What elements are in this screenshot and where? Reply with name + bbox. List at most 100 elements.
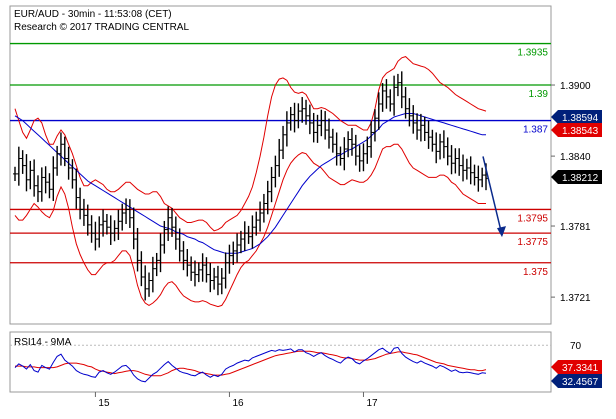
ohlc-bar (418, 113, 423, 142)
ohlc-bar (32, 159, 37, 197)
ohlc-bar (223, 252, 228, 289)
ohlc-bar (200, 253, 205, 282)
ohlc-bar (173, 216, 178, 250)
price-tag-label: 1.38212 (562, 173, 599, 184)
ohlc-bar (380, 83, 385, 112)
rsi-value-tag: 37.3341 (551, 360, 602, 374)
price-tag-box (551, 123, 602, 137)
rsi-axis-label: 70 (570, 341, 582, 352)
ohlc-bar (292, 102, 297, 133)
ohlc-bar (304, 99, 309, 125)
ohlc-bar (434, 132, 439, 164)
forecast-arrow (482, 156, 506, 238)
price-axis: 1.3900 1.3840 1.3781 1.3721 (551, 81, 591, 304)
ohlc-bar (349, 128, 354, 156)
ohlc-bar (346, 131, 351, 158)
ohlc-bar (192, 260, 197, 287)
level-label-3: 1.3795 (517, 213, 548, 224)
ohlc-bar (74, 168, 79, 209)
ohlc-bar (353, 134, 358, 166)
ohlc-bar (81, 198, 86, 226)
level-label-1: 1.39 (529, 89, 549, 100)
ohlc-bar (89, 215, 94, 243)
ohlc-bar (162, 220, 167, 254)
chart-title: EUR/AUD - 30min - 11:53:08 (CET) (14, 9, 172, 20)
time-axis-label: 16 (232, 398, 244, 409)
ohlc-bar (376, 92, 381, 130)
ohlc-bar (204, 257, 209, 283)
ohlc-bar (97, 216, 102, 248)
ohlc-bar (242, 221, 247, 251)
price-tag: 1.38594 (551, 110, 602, 124)
ohlc-bar (258, 201, 263, 232)
ohlc-bar (238, 230, 243, 254)
ohlc-bar (311, 112, 316, 143)
ohlc-bar (357, 145, 362, 172)
ohlc-bar (399, 71, 404, 109)
rsi-panel: 70 37.3341 32.4567 (10, 341, 602, 388)
ohlc-bar (13, 166, 17, 181)
ohlc-bar (66, 146, 71, 180)
ohlc-bar (131, 207, 136, 250)
price-tag-label: 1.38543 (562, 126, 599, 137)
ohlc-bar (208, 262, 213, 293)
ohlc-bar (43, 166, 48, 194)
ohlc-bar (112, 220, 117, 242)
bollinger-bands (14, 56, 487, 308)
ohlc-bar (24, 154, 29, 192)
ohlc-bar (196, 262, 201, 283)
ohlc-bar (457, 148, 462, 176)
ohlc-bar (395, 73, 400, 97)
rsi-ma-line (15, 350, 487, 377)
rsi-value-tag-box (551, 360, 602, 374)
ohlc-bar (139, 251, 144, 287)
ohlc-bar (219, 268, 224, 295)
level-label-4: 1.3775 (517, 237, 548, 248)
ohlc-bar (35, 175, 40, 203)
ohlc-bar (338, 146, 343, 166)
ohlc-bar (411, 105, 416, 134)
ohlc-bar (476, 165, 481, 192)
rsi-line (14, 346, 487, 383)
ohlc-bar (85, 204, 90, 236)
price-axis-label: 1.3781 (560, 222, 591, 233)
rsi-value-tag-label: 37.3341 (562, 363, 599, 374)
ohlc-bar (150, 256, 155, 293)
ohlc-bar (261, 193, 266, 223)
ohlc-bar (20, 150, 25, 174)
ohlc-bar (215, 265, 220, 296)
ohlc-bar (468, 156, 473, 185)
ohlc-bar (388, 89, 393, 112)
price-tag-label: 1.38594 (562, 113, 599, 124)
ohlc-bar (461, 154, 466, 182)
forecast-arrow-shaft (482, 156, 503, 236)
ohlc-bar (284, 111, 289, 147)
price-tag: 1.38543 (551, 123, 602, 137)
ohlc-bar (108, 215, 113, 245)
rsi-value-tag-box (551, 374, 602, 388)
ohlc-bar (430, 129, 435, 152)
ohlc-bar (464, 158, 469, 180)
ohlc-bar (415, 113, 420, 140)
ohlc-bar (227, 244, 232, 274)
price-tag: 1.38212 (551, 170, 602, 184)
price-tag-box (551, 170, 602, 184)
price-axis-label: 1.3900 (560, 81, 591, 92)
ohlc-bar (327, 118, 331, 149)
ohlc-bar (273, 155, 278, 188)
ohlc-bar (269, 166, 274, 203)
ohlc-bar (104, 213, 109, 235)
ohlc-bar (154, 252, 159, 277)
ohlc-bar (181, 241, 186, 271)
ohlc-bar (315, 114, 320, 143)
ohlc-bar (124, 198, 129, 224)
ohlc-bar (78, 187, 83, 220)
ohlc-bar (212, 267, 217, 290)
ohlc-bar (158, 233, 163, 273)
ohlc-bar (189, 256, 194, 281)
ohlc-bar (147, 272, 152, 297)
ohlc-bar (70, 159, 75, 189)
ohlc-bar (426, 120, 431, 149)
ohlc-bar (177, 228, 182, 262)
